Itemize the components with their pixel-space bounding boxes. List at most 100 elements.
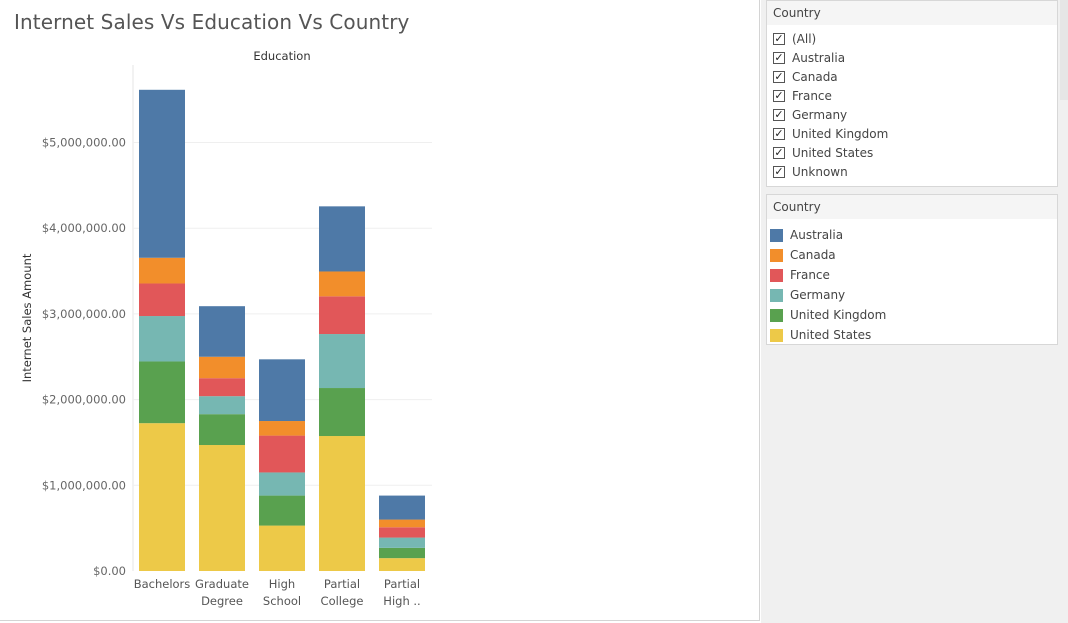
x-axis-title: Education [253,49,310,63]
checkbox[interactable]: ✓ [773,51,785,64]
bar-segment[interactable] [259,359,305,422]
legend-label: France [790,268,830,282]
x-tick-label: Degree [201,594,243,608]
filter-item[interactable]: ✓ Australia [773,48,1057,67]
bar-segment[interactable] [199,414,245,446]
legend-list: Australia Canada France Germany United Kingd… [767,219,1057,345]
y-tick-label: $3,000,000.00 [42,307,126,321]
chart-panel: Internet Sales Vs Education Vs Country $… [0,0,760,621]
filter-item-label: Germany [792,107,848,122]
country-legend: Country Australia Canada France Germany Unit… [766,194,1058,345]
bar-segment[interactable] [319,334,365,389]
x-tick-label: Partial [324,577,360,591]
legend-item[interactable]: United States [770,325,1057,345]
filter-item[interactable]: ✓ United Kingdom [773,124,1057,143]
country-filter: Country ✓ (All) ✓ Australia ✓ Canada ✓ France ✓ G… [766,0,1058,187]
bar-segment[interactable] [199,396,245,415]
bar-segment[interactable] [379,537,425,548]
bar-segment[interactable] [319,388,365,437]
legend-label: Canada [790,248,836,262]
filter-item-label: United Kingdom [792,126,889,141]
bar-segment[interactable] [139,89,185,258]
x-tick-label: School [263,594,301,608]
bar-segment[interactable] [199,445,245,571]
bar-segment[interactable] [259,435,305,473]
stacked-bar-chart: $0.00 $1,000,000.00 $2,000,000.00 $3,000,00… [20,49,432,608]
filter-item-label: France [792,88,832,103]
filter-item-label: United States [792,145,874,160]
legend-swatch [770,268,783,282]
legend-swatch [770,328,783,342]
legend-label: Australia [790,228,844,242]
bar-segment[interactable] [319,271,365,297]
legend-swatch [770,308,783,322]
checkbox[interactable]: ✓ [773,165,785,178]
side-panel: Country ✓ (All) ✓ Australia ✓ Canada ✓ France ✓ G… [761,0,1068,623]
bar-segment[interactable] [259,472,305,496]
y-axis-title: Internet Sales Amount [20,253,34,382]
filter-item-label: Unknown [792,164,848,179]
y-tick-label: $0.00 [93,564,126,578]
legend-item[interactable]: France [770,265,1057,285]
y-tick-label: $1,000,000.00 [42,478,126,492]
filter-item[interactable]: ✓ Canada [773,67,1057,86]
filter-item-label: Australia [792,50,846,65]
bar-segment[interactable] [139,316,185,362]
checkbox[interactable]: ✓ [773,127,785,140]
bar-segment[interactable] [199,378,245,397]
bar-segment[interactable] [259,421,305,436]
x-tick-label: High .. [383,594,420,608]
checkbox[interactable]: ✓ [773,108,785,121]
checkbox[interactable]: ✓ [773,70,785,83]
filter-item[interactable]: ✓ France [773,86,1057,105]
legend-swatch [770,248,783,262]
filter-header: Country [767,1,1057,25]
bar-segment[interactable] [379,519,425,528]
filter-item[interactable]: ✓ Unknown [773,162,1057,181]
bar-segment[interactable] [199,306,245,357]
legend-swatch [770,228,783,242]
bar-segment[interactable] [379,495,425,520]
legend-item[interactable]: Germany [770,285,1057,305]
bar-segment[interactable] [139,361,185,424]
bar-segment[interactable] [319,296,365,335]
checkbox[interactable]: ✓ [773,89,785,102]
filter-item[interactable]: ✓ (All) [773,29,1057,48]
filter-item[interactable]: ✓ Germany [773,105,1057,124]
checkbox[interactable]: ✓ [773,146,785,159]
filter-item-label: Canada [792,69,838,84]
filter-item-label: (All) [792,31,817,46]
legend-item[interactable]: Canada [770,245,1057,265]
bar-segment[interactable] [139,283,185,317]
y-tick-label: $4,000,000.00 [42,221,126,235]
bar-segment[interactable] [139,257,185,284]
scrollbar[interactable] [1060,0,1068,100]
chart-title: Internet Sales Vs Education Vs Country [14,10,410,34]
bar-segment[interactable] [199,356,245,379]
filter-list: ✓ (All) ✓ Australia ✓ Canada ✓ France ✓ Germany ✓ U… [767,25,1057,181]
bar-segment[interactable] [259,495,305,526]
legend-swatch [770,288,783,302]
y-tick-label: $5,000,000.00 [42,136,126,150]
legend-label: Germany [790,288,846,302]
bar-segment[interactable] [379,527,425,538]
filter-item[interactable]: ✓ United States [773,143,1057,162]
legend-header: Country [767,195,1057,219]
x-tick-label: Bachelors [134,577,191,591]
y-tick-label: $2,000,000.00 [42,393,126,407]
bar-segment[interactable] [319,436,365,571]
legend-item[interactable]: United Kingdom [770,305,1057,325]
x-tick-label: High [269,577,295,591]
bar-segment[interactable] [379,547,425,559]
x-tick-label: College [321,594,364,608]
bar-segment[interactable] [319,206,365,272]
bar-segment[interactable] [379,558,425,571]
legend-label: United States [790,328,872,342]
x-tick-label: Graduate [195,577,249,591]
x-tick-label: Partial [384,577,420,591]
bar-segment[interactable] [259,525,305,571]
legend-label: United Kingdom [790,308,887,322]
bar-segment[interactable] [139,423,185,571]
legend-item[interactable]: Australia [770,225,1057,245]
checkbox[interactable]: ✓ [773,32,785,45]
